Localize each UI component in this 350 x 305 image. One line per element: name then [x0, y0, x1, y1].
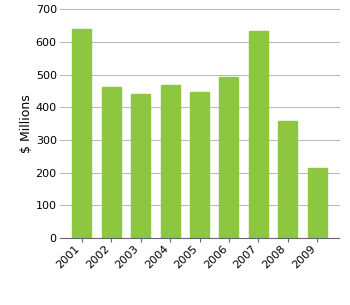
Bar [249, 31, 268, 238]
Bar [72, 29, 91, 238]
Bar [102, 87, 121, 238]
Bar [190, 92, 209, 238]
Bar [161, 85, 180, 238]
Bar [131, 94, 150, 238]
Bar [308, 168, 327, 238]
Y-axis label: $ Millions: $ Millions [20, 94, 33, 153]
Bar [278, 121, 298, 238]
Bar [219, 77, 238, 238]
